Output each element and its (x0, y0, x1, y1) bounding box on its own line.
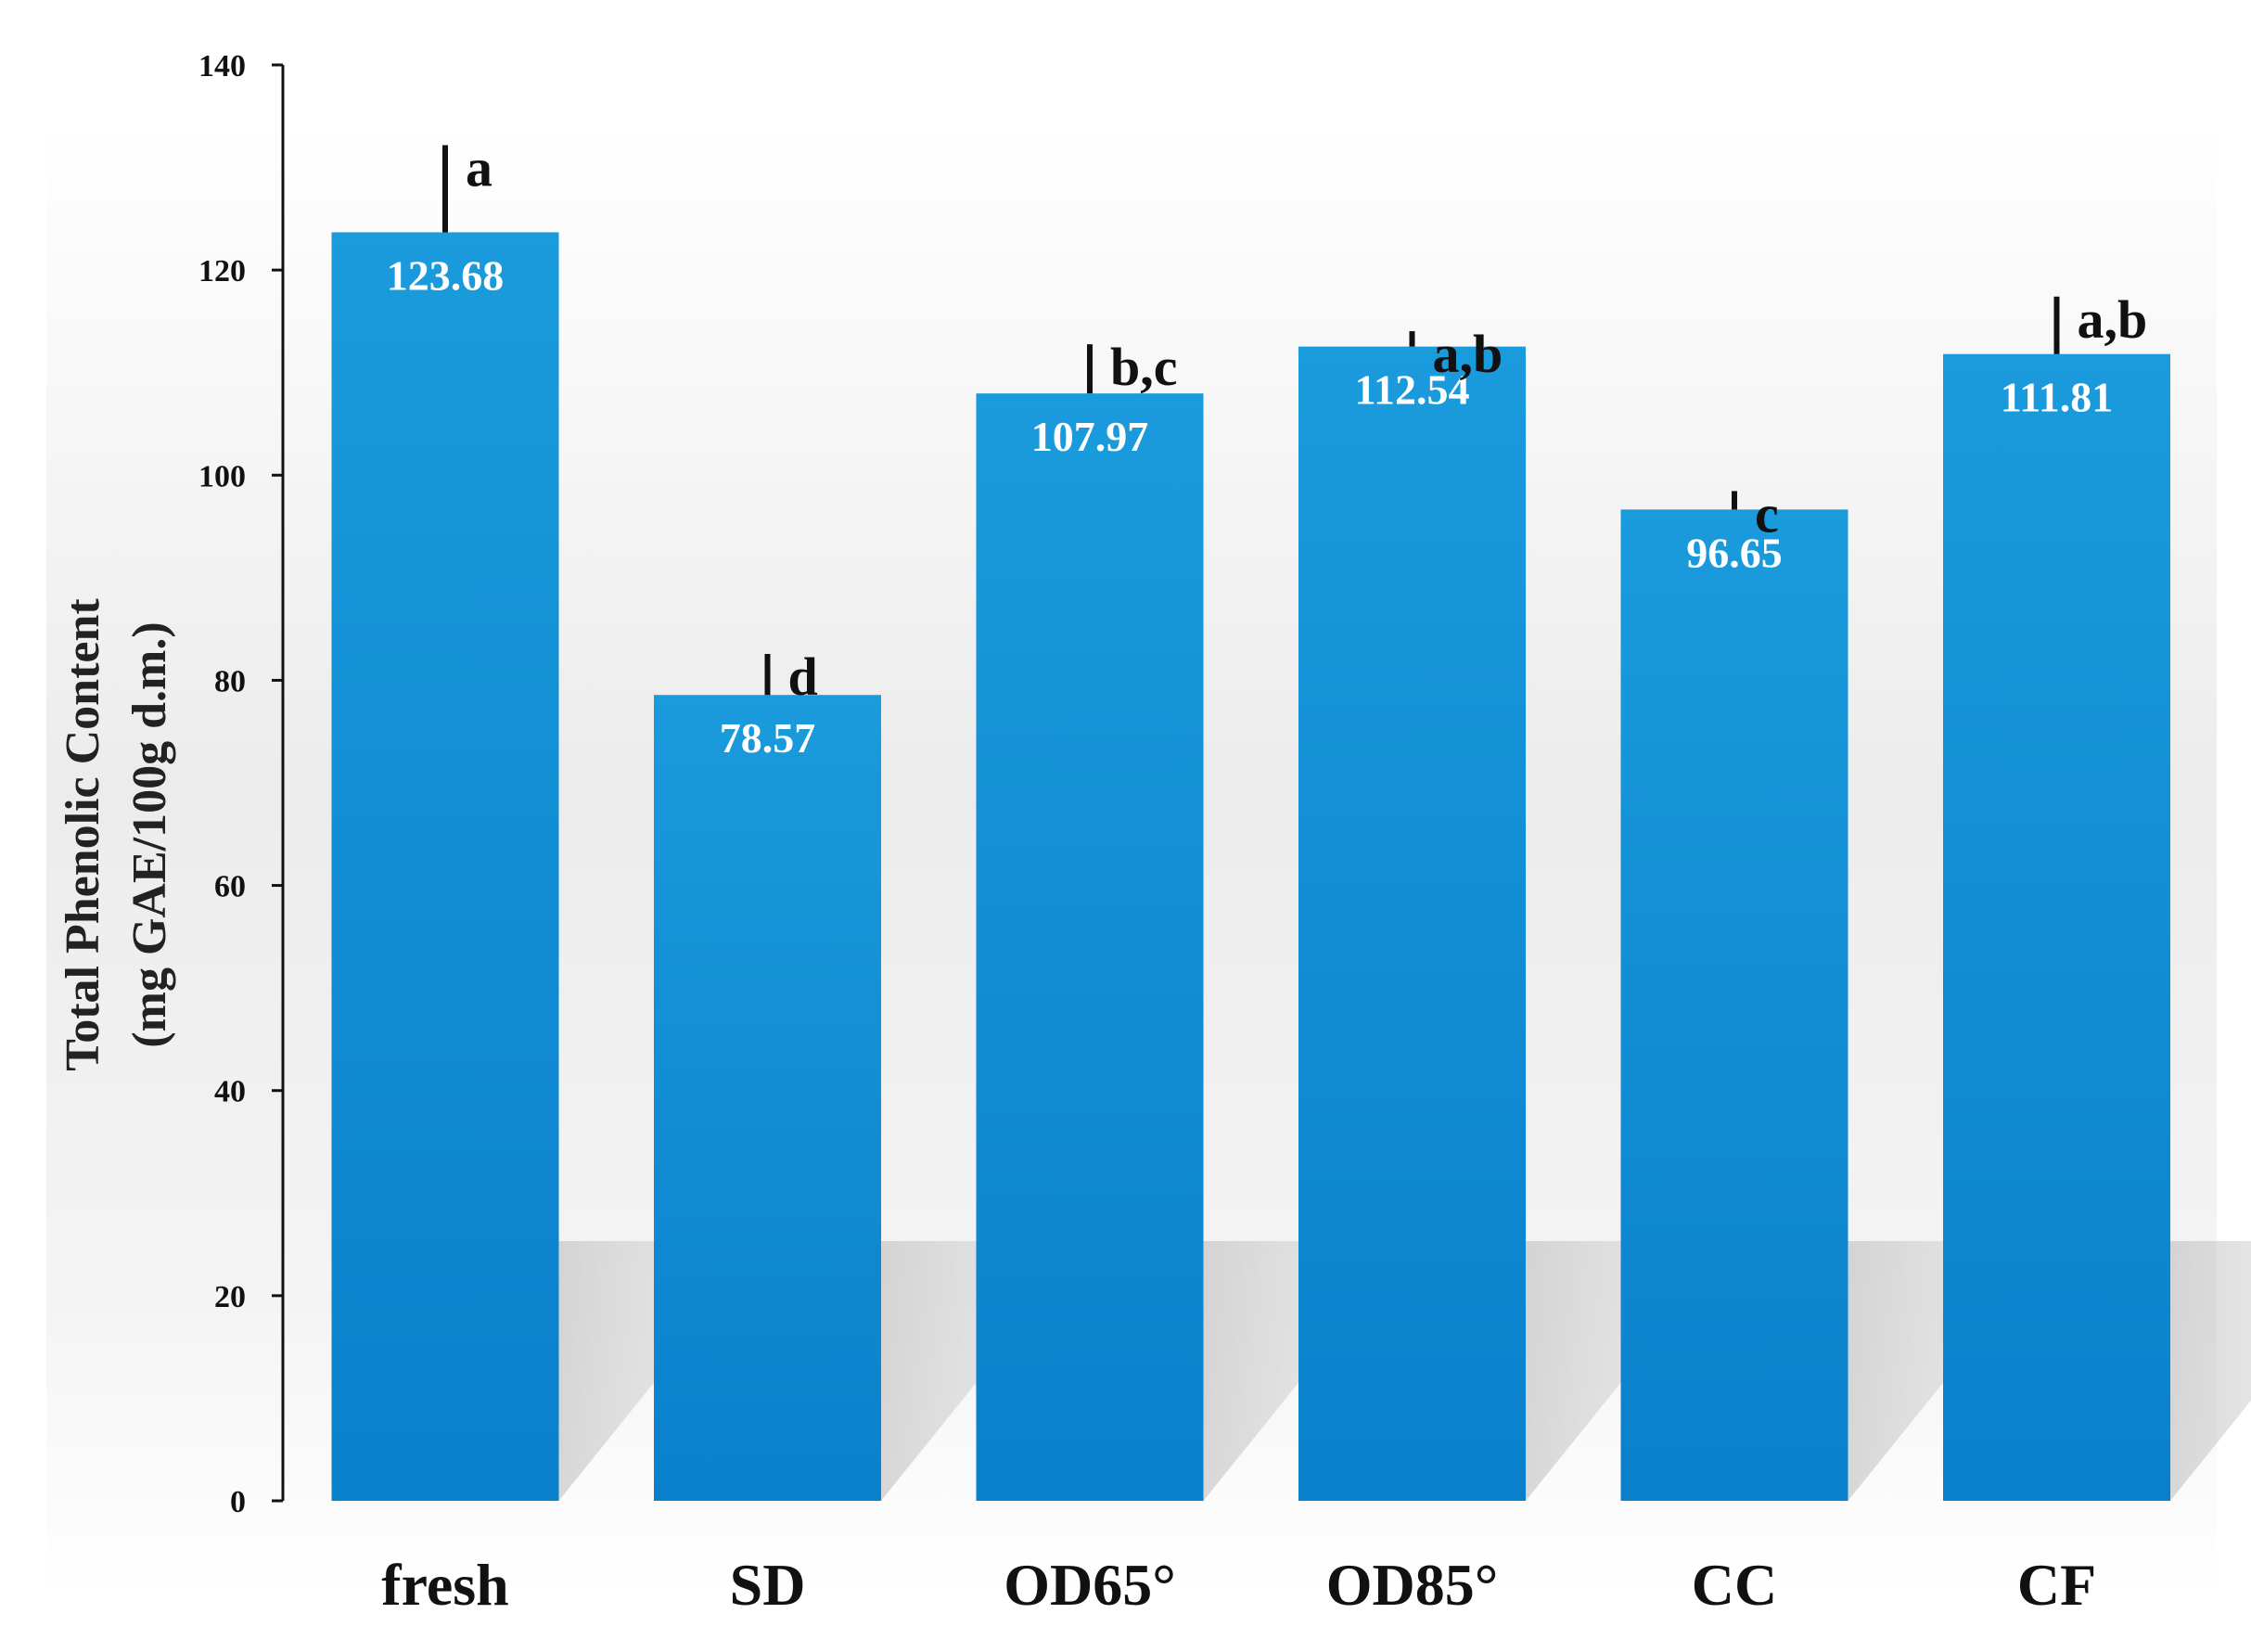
category-label: SD (730, 1552, 806, 1618)
bar (1943, 353, 2170, 1501)
category-label: CC (1692, 1552, 1777, 1618)
y-tick-label: 80 (214, 664, 246, 698)
y-tick-label: 100 (198, 459, 246, 493)
category-label: fresh (381, 1552, 508, 1618)
y-tick-label: 40 (214, 1075, 246, 1109)
bar (1620, 509, 1848, 1501)
significance-letter: b,c (1110, 337, 1178, 397)
value-label: 112.54 (1355, 366, 1470, 414)
y-tick-label: 60 (214, 870, 246, 904)
category-label: CF (2017, 1552, 2096, 1618)
value-label: 111.81 (2001, 374, 2113, 421)
y-tick-label: 0 (230, 1485, 246, 1519)
y-axis: 0 20 40 60 80 100 120 140 (198, 49, 285, 1519)
y-axis-title-line-1: Total Phenolic Content (57, 598, 109, 1071)
significance-letter: d (788, 647, 818, 707)
y-axis-title-line-2: (mg GAE/100g d.m.) (123, 621, 176, 1047)
significance-letter: c (1755, 483, 1779, 544)
bar (331, 232, 559, 1501)
value-label: 78.57 (720, 714, 816, 762)
value-label: 107.97 (1031, 413, 1149, 460)
value-label: 96.65 (1686, 529, 1783, 576)
bar (654, 695, 881, 1501)
y-axis-title: Total Phenolic Content (mg GAE/100g d.m.… (57, 598, 176, 1071)
significance-letter: a,b (2078, 289, 2148, 350)
category-labels: fresh SD OD65° OD85° CC CF (381, 1552, 2096, 1618)
y-tick-label: 20 (214, 1280, 246, 1314)
y-tick-label: 120 (198, 254, 246, 288)
significance-labels: a d b,c a,b c a,b (466, 137, 2147, 707)
category-label: OD85° (1326, 1552, 1499, 1618)
significance-letter: a (466, 137, 492, 198)
bar (976, 393, 1204, 1501)
value-labels: 123.68 78.57 107.97 112.54 96.65 111.81 (387, 251, 2113, 762)
category-label: OD65° (1004, 1552, 1176, 1618)
bars (331, 232, 2170, 1501)
error-bars (442, 145, 2060, 696)
significance-letter: a,b (1433, 324, 1503, 384)
bar (1298, 346, 1526, 1501)
y-tick-label: 140 (198, 49, 246, 83)
value-label: 123.68 (387, 251, 505, 299)
